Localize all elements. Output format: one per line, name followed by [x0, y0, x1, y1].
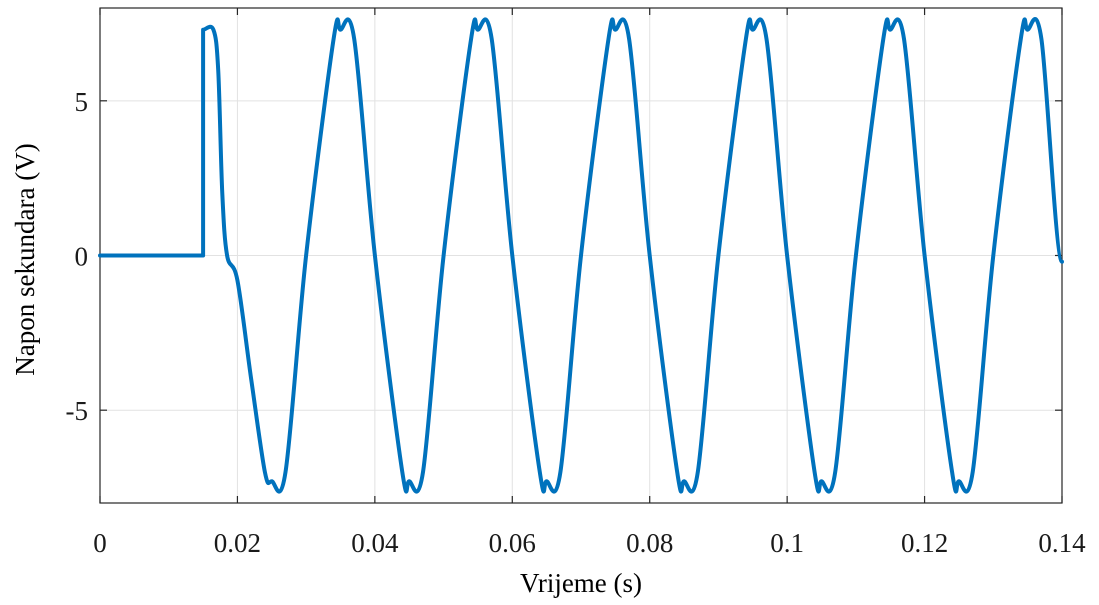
x-tick-label: 0: [93, 528, 107, 558]
y-axis-label: Napon sekundara (V): [10, 143, 40, 375]
x-tick-label: 0.04: [351, 528, 399, 558]
x-tick-label: 0.12: [901, 528, 948, 558]
x-tick-label: 0.02: [214, 528, 261, 558]
x-tick-labels: 0 0.02 0.04 0.06 0.08 0.1 0.12 0.14: [93, 528, 1086, 558]
y-tick-labels: 5 0 -5: [66, 87, 89, 426]
x-tick-label: 0.06: [489, 528, 536, 558]
x-axis-label: Vrijeme (s): [520, 568, 642, 598]
y-tick-label: -5: [66, 396, 89, 426]
x-tick-label: 0.1: [770, 528, 804, 558]
y-tick-label: 0: [75, 242, 89, 272]
x-tick-label: 0.08: [626, 528, 673, 558]
series-line: [98, 17, 1064, 494]
x-tick-label: 0.14: [1038, 528, 1086, 558]
y-tick-label: 5: [75, 87, 89, 117]
